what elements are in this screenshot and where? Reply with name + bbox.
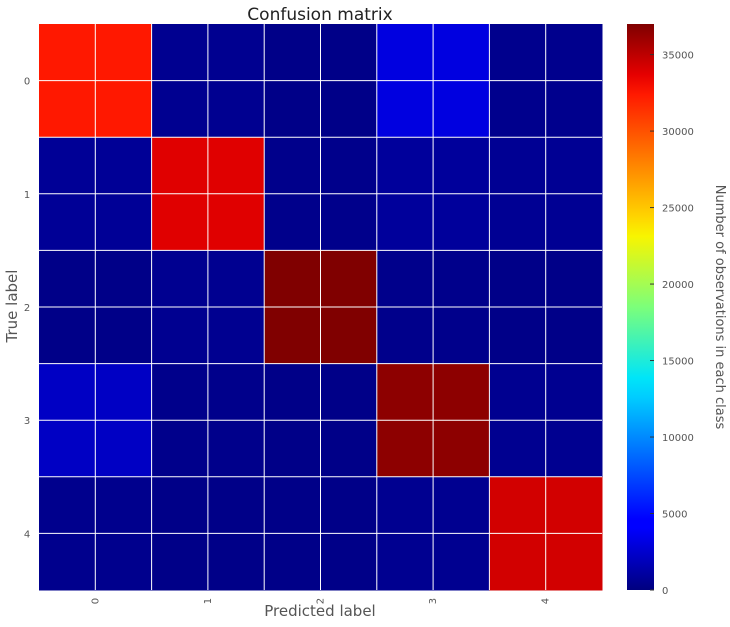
chart-title: Confusion matrix [247, 5, 392, 25]
colorbar-tick-label: 10000 [662, 433, 694, 444]
y-axis-label: True label [3, 270, 21, 344]
colorbar-tick-label: 15000 [662, 357, 694, 368]
grid-lines [39, 24, 602, 590]
colorbar-tick-label: 0 [662, 586, 668, 597]
colorbar-tick-labels: 0 5000 10000 15000 20000 25000 30000 35000 [650, 51, 694, 597]
y-tick-label: 4 [24, 529, 30, 540]
x-tick-label: 0 [90, 598, 101, 604]
colorbar-tick-label: 5000 [662, 510, 687, 521]
y-tick-labels: 0 1 2 3 4 [24, 77, 30, 541]
x-tick-label: 3 [428, 598, 439, 604]
x-tick-label: 4 [541, 598, 552, 604]
colorbar-tick-label: 35000 [662, 51, 694, 62]
y-tick-label: 3 [24, 416, 30, 427]
colorbar-tick-label: 20000 [662, 280, 694, 291]
colorbar [627, 24, 654, 590]
x-tick-labels: 0 1 2 3 4 [90, 598, 551, 604]
x-tick-label: 2 [316, 598, 327, 604]
y-tick-label: 1 [24, 190, 30, 201]
x-axis-label: Predicted label [264, 602, 375, 620]
colorbar-label: Number of observations in each class [712, 185, 727, 430]
colorbar-tick-label: 25000 [662, 204, 694, 215]
y-tick-label: 0 [24, 77, 30, 88]
y-tick-label: 2 [24, 303, 30, 314]
colorbar-tick-label: 30000 [662, 127, 694, 138]
x-tick-label: 1 [203, 598, 214, 604]
